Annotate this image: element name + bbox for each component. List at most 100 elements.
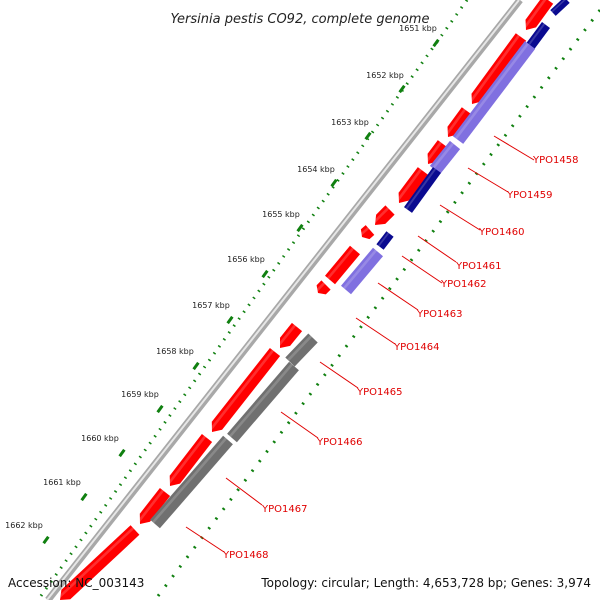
gene-leader-line <box>417 235 457 263</box>
scale-tick <box>80 492 88 502</box>
rrna-feature-dark-highlight <box>405 168 437 210</box>
pseudogene-feature <box>150 435 233 529</box>
scale-label: 1658 kbp <box>156 347 194 356</box>
cds-feature-highlight <box>166 435 206 486</box>
gene-leader-line <box>493 135 535 161</box>
gene-label[interactable]: YPO1458 <box>532 155 578 166</box>
cds-feature <box>471 33 527 105</box>
scale-label: 1651 kbp <box>399 24 437 33</box>
scale-tick <box>192 361 200 371</box>
scale-tick <box>398 84 406 94</box>
gene-leader-line <box>185 526 225 553</box>
cds-feature <box>60 525 140 600</box>
rrna-feature-light <box>429 140 461 175</box>
pseudogene-feature-highlight <box>152 437 228 524</box>
cds-feature <box>375 205 395 225</box>
cds-feature <box>398 167 429 203</box>
cds-feature-highlight <box>395 168 422 203</box>
rrna-feature-dark <box>404 167 441 213</box>
gene-label[interactable]: YPO1468 <box>222 550 268 561</box>
scale-label: 1654 kbp <box>297 165 335 174</box>
cds-feature-highlight <box>359 227 370 237</box>
gene-leader-line <box>401 255 443 284</box>
scale-tick <box>118 448 126 458</box>
cds-feature <box>169 434 213 486</box>
cds-feature-highlight <box>208 349 274 432</box>
gene-leader-line <box>439 204 481 231</box>
cds-feature <box>316 280 331 295</box>
scale-tick <box>296 223 304 233</box>
pseudogene-feature <box>285 333 318 367</box>
scale-label: 1653 kbp <box>331 118 369 127</box>
gene-label[interactable]: YPO1467 <box>261 504 307 515</box>
map-title: Yersinia pestis CO92, complete genome <box>171 12 430 27</box>
genome-summary-text: Topology: circular; Length: 4,653,728 bp… <box>260 576 591 590</box>
gene-label[interactable]: YPO1463 <box>416 309 462 320</box>
cds-feature-highlight <box>444 108 466 137</box>
cds-feature-highlight <box>424 141 442 164</box>
cds-feature-highlight <box>372 207 390 225</box>
gene-leader-line <box>280 411 319 439</box>
scale-tick <box>156 404 164 414</box>
cds-feature <box>139 488 171 524</box>
cds-features <box>57 0 554 600</box>
pseudogene-features <box>150 333 318 529</box>
scale-tick <box>261 269 269 279</box>
scale-ticks <box>42 38 440 545</box>
cds-feature <box>360 225 375 240</box>
gene-label[interactable]: YPO1465 <box>356 387 402 398</box>
gene-label[interactable]: YPO1466 <box>316 437 362 448</box>
scale-labels: 1651 kbp 1652 kbp 1653 kbp 1654 kbp 1655 kbp… <box>5 24 437 530</box>
rrna-feature-dark-highlight <box>551 0 566 13</box>
scale-label: 1657 kbp <box>192 301 230 310</box>
gene-leader-line <box>467 167 509 193</box>
cds-feature-highlight <box>522 0 547 30</box>
cds-feature <box>325 245 360 285</box>
gene-leader-line <box>377 282 419 311</box>
cds-feature <box>525 0 554 30</box>
cds-feature-highlight <box>315 282 326 293</box>
gene-label[interactable]: YPO1461 <box>455 261 501 272</box>
gene-leader-line <box>225 477 263 506</box>
accession-text: Accession: NC_003143 <box>8 576 144 590</box>
genome-backbone-highlight <box>46 0 520 600</box>
cds-feature <box>280 322 303 348</box>
scale-tick <box>432 38 440 48</box>
scale-tick <box>42 535 50 545</box>
cds-feature-highlight <box>276 324 296 348</box>
rrna-feature-light <box>341 247 383 295</box>
cds-feature <box>427 140 449 164</box>
rrna-feature-light-highlight <box>431 142 454 170</box>
pseudogene-feature-highlight <box>287 335 313 362</box>
scale-label: 1652 kbp <box>366 71 404 80</box>
scale-label: 1655 kbp <box>262 210 300 219</box>
gene-label[interactable]: YPO1464 <box>393 342 439 353</box>
pseudogene-feature-highlight <box>229 363 294 438</box>
cds-feature-highlight <box>57 527 135 600</box>
scale-label: 1656 kbp <box>227 255 265 264</box>
scale-tick <box>330 178 338 188</box>
scale-label: 1661 kbp <box>43 478 81 487</box>
scale-label: 1662 kbp <box>5 521 43 530</box>
other-features <box>341 0 570 295</box>
rrna-feature-dark <box>550 0 570 16</box>
rrna-feature-dark <box>376 231 394 250</box>
rrna-feature-light-highlight <box>343 249 378 290</box>
cds-feature <box>447 107 473 137</box>
scale-label: 1659 kbp <box>121 390 159 399</box>
rrna-feature-dark-highlight <box>377 232 390 247</box>
rrna-feature-light <box>452 41 536 144</box>
cds-feature <box>211 348 281 432</box>
pseudogene-feature <box>227 361 299 443</box>
gene-label[interactable]: YPO1459 <box>506 190 552 201</box>
gene-leader-line <box>319 361 359 389</box>
scale-tick <box>364 131 372 141</box>
scale-tick <box>226 315 234 325</box>
cds-feature-highlight <box>136 489 164 524</box>
scale-label: 1660 kbp <box>81 434 119 443</box>
gene-label[interactable]: YPO1462 <box>440 279 486 290</box>
gene-label[interactable]: YPO1460 <box>478 227 524 238</box>
gene-leader-line <box>355 317 396 345</box>
